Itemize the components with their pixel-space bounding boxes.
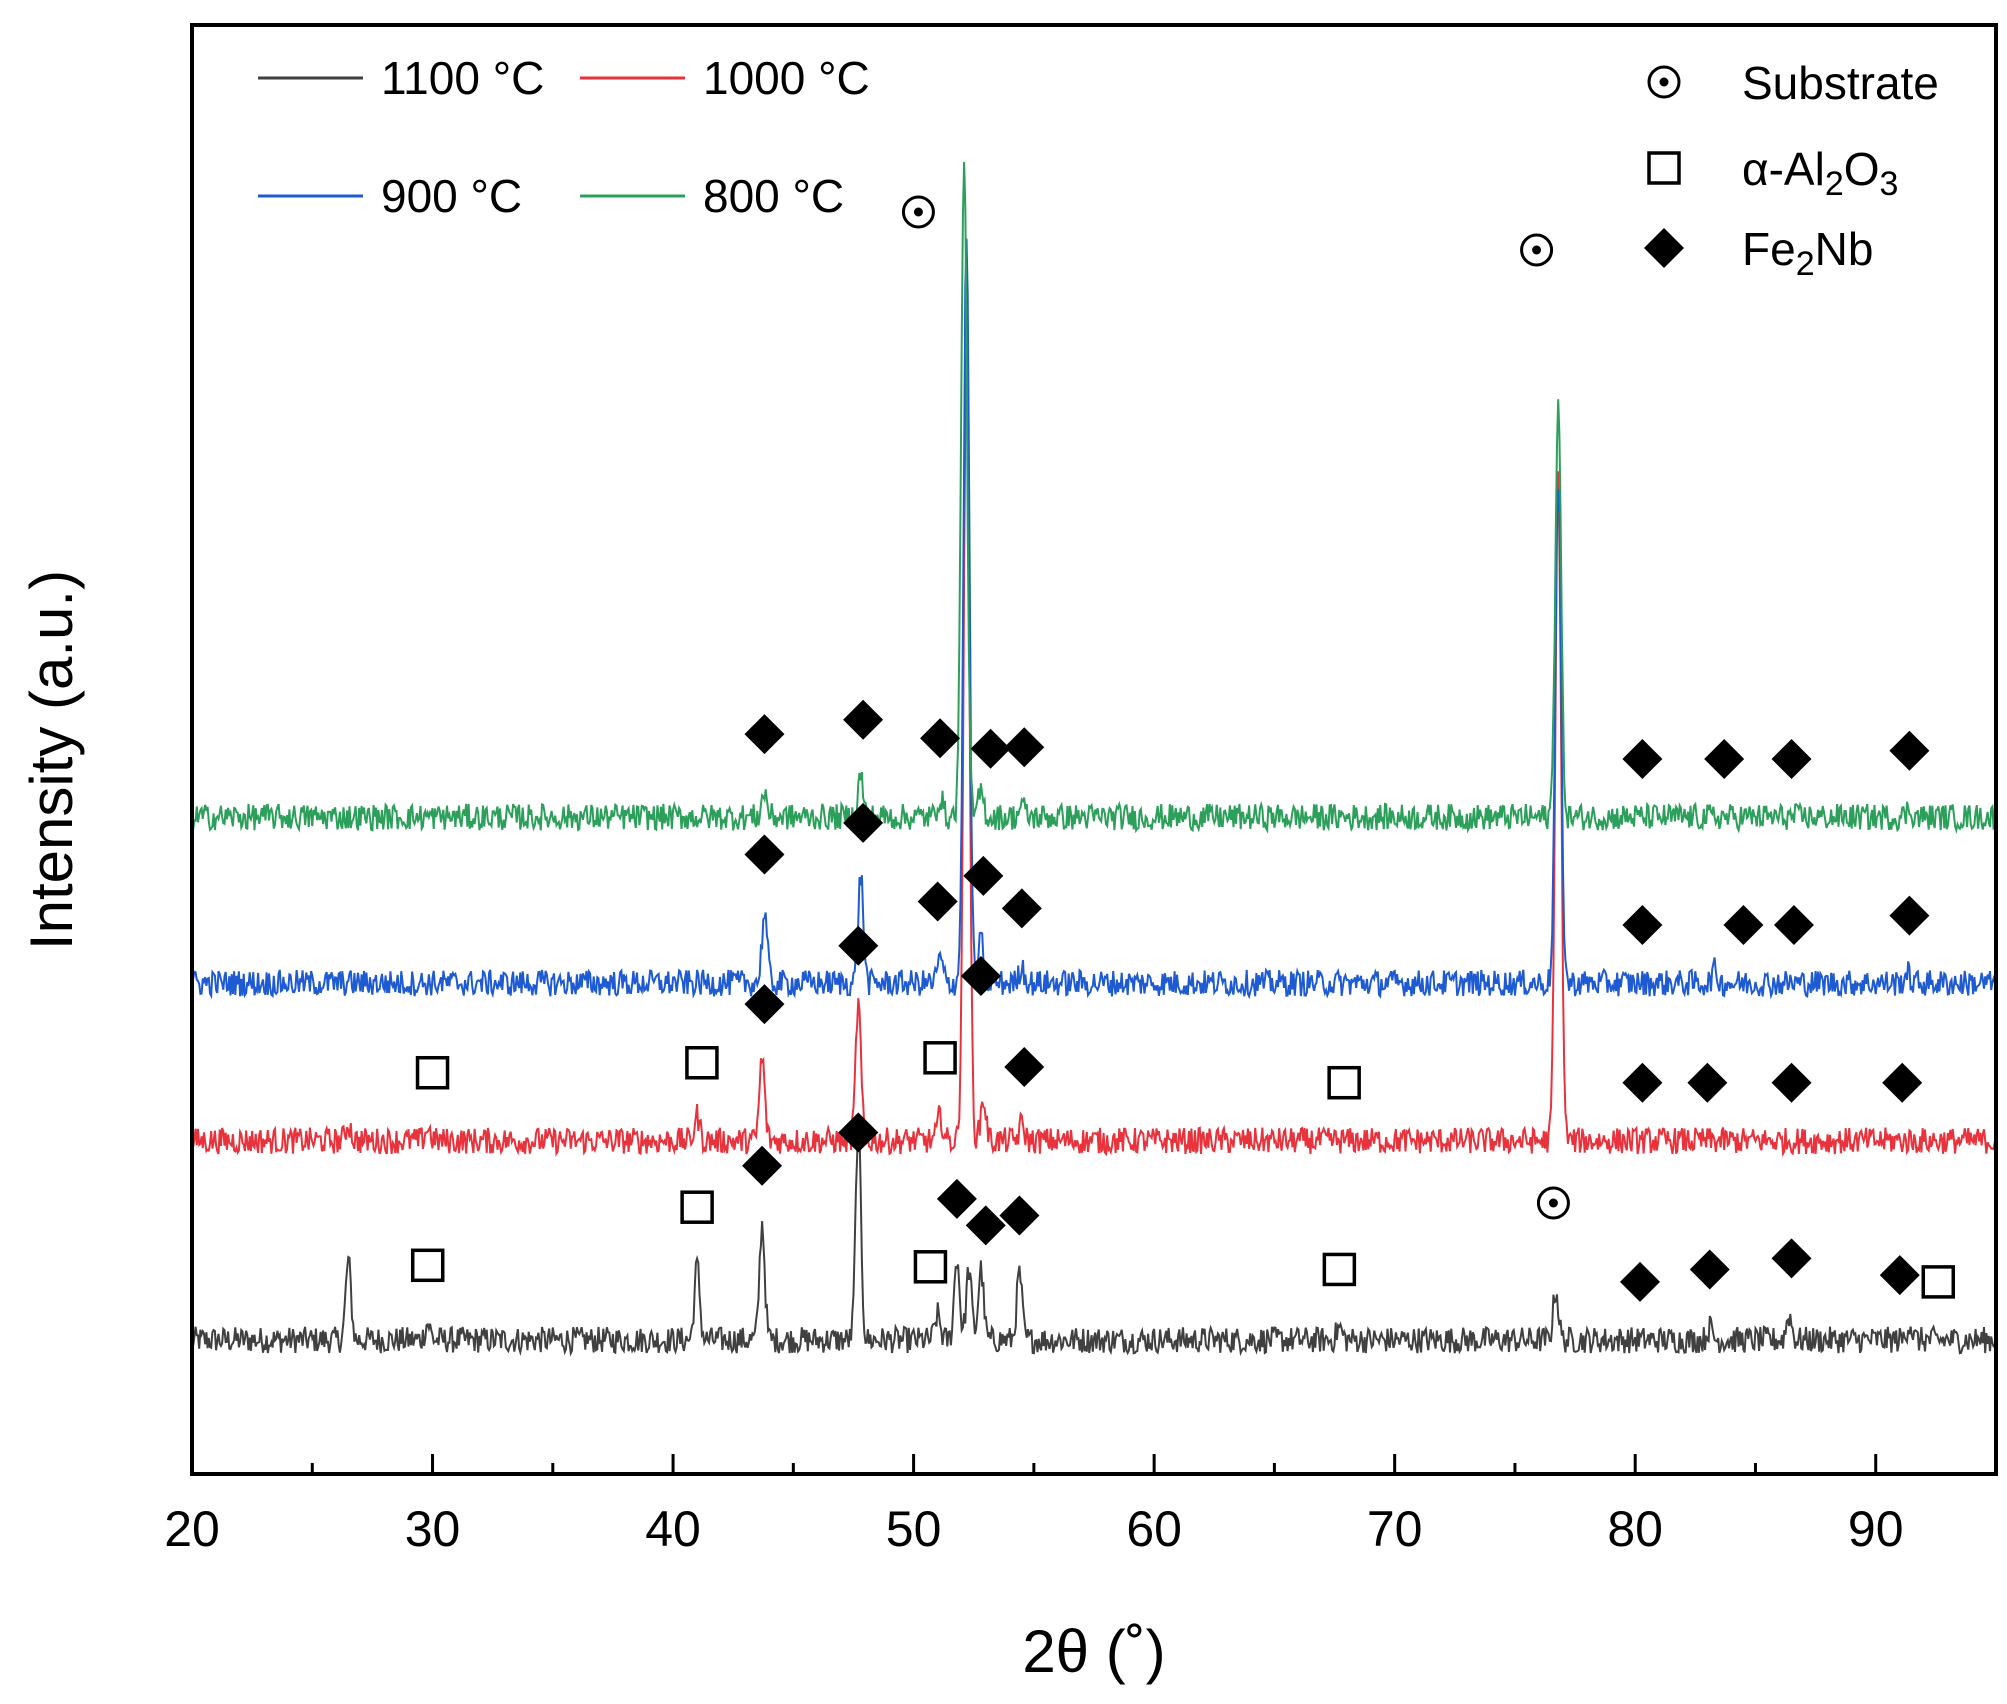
phase-legend: Substrate α-Al2O3 Fe2Nb [1644, 57, 1939, 283]
marker-diamond-1100cc-2 [936, 1178, 977, 1219]
marker-square-1100cc-2 [913, 1250, 948, 1284]
marker-diamond-1000cc-1 [838, 925, 879, 966]
plot-frame [190, 23, 1998, 1476]
series-line-900cc [192, 238, 1996, 1000]
marker-square-1000cc-3 [1327, 1065, 1361, 1100]
marker-diamond-800cc-7 [1771, 739, 1812, 779]
marker-square-1100cc-0 [410, 1248, 445, 1283]
phase-legend-symbol-substrate [1647, 65, 1681, 99]
legend-label-1100cc: 1100 °C [381, 52, 544, 104]
marker-diamond-800cc-5 [1622, 739, 1663, 779]
marker-circle-dot-800cc-1 [1520, 233, 1554, 267]
x-tick-label-30: 30 [405, 1501, 461, 1557]
marker-diamond-900cc-6 [1723, 904, 1764, 945]
phase-legend-label-substrate: Substrate [1742, 57, 1939, 109]
phase-legend-label-al2o3: α-Al2O3 [1742, 143, 1898, 203]
legend-label-900cc: 900 °C [381, 170, 522, 222]
x-tick-label-60: 60 [1126, 1501, 1182, 1557]
series-line-800cc [192, 161, 1996, 835]
phase-legend-label-fe2nb: Fe2Nb [1742, 223, 1873, 283]
marker-diamond-900cc-4 [1001, 888, 1042, 929]
marker-diamond-1100cc-1 [838, 1112, 879, 1153]
marker-diamond-900cc-1 [843, 802, 884, 843]
marker-diamond-800cc-3 [970, 728, 1011, 769]
series-line-1100cc [192, 1113, 1996, 1357]
marker-diamond-900cc-2 [917, 881, 958, 922]
marker-square-1100cc-1 [680, 1190, 714, 1224]
marker-diamond-800cc-2 [920, 718, 961, 759]
phase-legend-symbol-al2o3 [1647, 151, 1681, 185]
marker-diamond-800cc-4 [1004, 727, 1045, 768]
marker-layer [410, 195, 1956, 1302]
marker-diamond-1100cc-0 [742, 1145, 783, 1186]
marker-circle-dot-1100cc-0 [1536, 1186, 1570, 1220]
marker-diamond-1100cc-8 [1879, 1255, 1920, 1296]
legend-label-800cc: 800 °C [703, 170, 844, 222]
marker-diamond-1000cc-7 [1882, 1062, 1923, 1103]
x-tick-label-50: 50 [886, 1501, 942, 1557]
y-axis-title: Intensity (a.u.) [18, 570, 85, 950]
marker-square-1000cc-2 [923, 1041, 957, 1075]
marker-diamond-900cc-8 [1889, 895, 1930, 936]
series-layer [192, 161, 1996, 1357]
phase-legend-symbol-fe2nb [1644, 228, 1684, 268]
marker-diamond-800cc-0 [744, 714, 785, 755]
marker-diamond-800cc-6 [1704, 739, 1745, 779]
marker-diamond-900cc-7 [1773, 905, 1814, 945]
marker-diamond-800cc-1 [843, 699, 884, 740]
marker-diamond-1100cc-4 [999, 1195, 1040, 1236]
x-tick-label-20: 20 [164, 1501, 220, 1557]
x-tick-label-70: 70 [1367, 1501, 1423, 1557]
marker-diamond-900cc-5 [1622, 905, 1663, 945]
x-axis-title: 2θ (˚) [1022, 1618, 1165, 1685]
x-axis: 20 30 40 50 60 70 80 90 [164, 1454, 1998, 1557]
legend-label-1000cc: 1000 °C [703, 52, 870, 104]
marker-diamond-1000cc-5 [1687, 1062, 1728, 1103]
marker-diamond-1000cc-0 [744, 984, 785, 1025]
marker-diamond-1100cc-7 [1771, 1238, 1812, 1279]
marker-diamond-800cc-8 [1889, 730, 1930, 771]
x-tick-label-80: 80 [1607, 1501, 1663, 1557]
marker-diamond-1000cc-2 [960, 955, 1001, 996]
marker-circle-dot-800cc-0 [901, 195, 935, 229]
marker-square-1000cc-1 [685, 1046, 719, 1080]
x-tick-label-40: 40 [645, 1501, 701, 1557]
marker-diamond-1100cc-5 [1620, 1261, 1661, 1302]
marker-diamond-1100cc-6 [1689, 1249, 1730, 1290]
marker-diamond-1000cc-4 [1622, 1062, 1663, 1103]
marker-diamond-1000cc-3 [1004, 1046, 1045, 1087]
series-line-1000cc [192, 355, 1996, 1158]
marker-square-1000cc-0 [415, 1055, 450, 1090]
legend: 1100 °C 1000 °C 900 °C 800 °C [258, 52, 870, 222]
marker-square-1100cc-4 [1921, 1265, 1956, 1299]
marker-diamond-900cc-0 [744, 834, 785, 875]
marker-diamond-1000cc-6 [1771, 1062, 1812, 1103]
marker-diamond-900cc-3 [963, 855, 1004, 896]
marker-square-1100cc-3 [1322, 1252, 1357, 1287]
x-tick-label-90: 90 [1848, 1501, 1904, 1557]
marker-diamond-1100cc-3 [965, 1205, 1006, 1246]
